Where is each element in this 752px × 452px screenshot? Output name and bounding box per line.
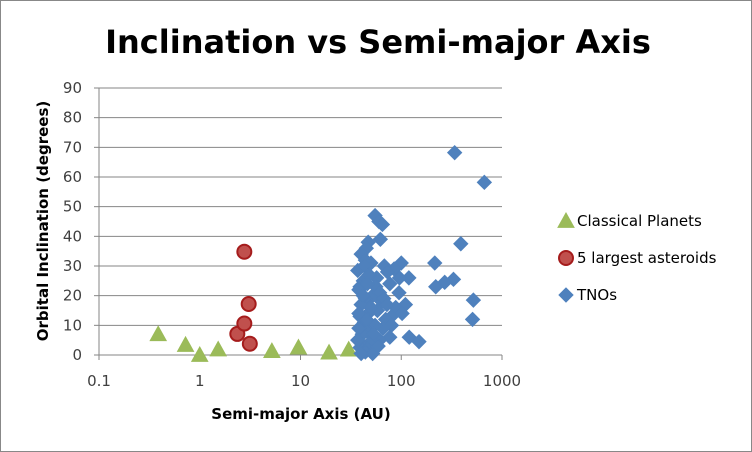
y-tick-label: 30 [63, 257, 82, 275]
data-point-diamond [428, 279, 444, 295]
data-point-triangle [209, 340, 228, 357]
tick-labels: 0 10 20 30 40 50 60 70 80 90 0.1 1 10 100 1000 [63, 79, 521, 390]
legend-label: TNOs [576, 286, 617, 304]
legend-marker-circle [558, 250, 574, 266]
legend-marker-triangle [557, 211, 575, 228]
x-tick-label: 1 [195, 372, 205, 390]
data-point-diamond [379, 296, 395, 313]
data-point-diamond [382, 276, 398, 292]
series-circle-group [229, 243, 258, 352]
data-point-diamond [476, 174, 493, 191]
legend-marker-diamond [558, 287, 574, 303]
series-diamond-group [350, 144, 493, 362]
data-point-circle [240, 295, 257, 312]
chart-title: Inclination vs Semi-major Axis [105, 23, 651, 61]
x-tick-label: 100 [387, 372, 416, 390]
data-point-diamond [453, 236, 469, 252]
gridlines [99, 87, 502, 326]
legend: Classical Planets 5 largest asteroids TNOs [557, 211, 717, 304]
data-point-triangle [289, 338, 308, 355]
x-tick-label: 10 [291, 372, 310, 390]
data-point-diamond [350, 332, 366, 348]
data-point-circle [236, 243, 253, 260]
data-points [149, 144, 493, 362]
axes [94, 87, 503, 360]
data-point-diamond [351, 305, 367, 322]
series-triangle-group [149, 325, 358, 362]
data-point-diamond [370, 338, 386, 354]
y-tick-label: 10 [63, 316, 82, 334]
legend-label: Classical Planets [577, 212, 702, 230]
y-tick-label: 50 [63, 198, 82, 216]
x-tick-label: 0.1 [87, 372, 111, 390]
x-tick-label: 1000 [483, 372, 521, 390]
y-tick-label: 20 [63, 287, 82, 305]
data-point-diamond [355, 287, 371, 304]
data-point-triangle [339, 340, 358, 357]
data-point-triangle [190, 345, 209, 362]
y-tick-label: 70 [63, 138, 82, 156]
x-axis-title: Semi-major Axis (AU) [211, 405, 390, 423]
data-point-diamond [391, 284, 407, 301]
data-point-diamond [391, 270, 408, 286]
data-point-diamond [374, 216, 391, 233]
y-tick-label: 90 [63, 79, 82, 97]
data-point-triangle [176, 335, 195, 352]
data-point-diamond [464, 311, 481, 328]
y-tick-label: 60 [63, 168, 82, 186]
data-point-diamond [465, 292, 482, 308]
data-point-diamond [363, 299, 379, 316]
data-point-circle [241, 335, 258, 352]
y-tick-label: 0 [72, 346, 82, 364]
data-point-diamond [365, 326, 382, 342]
data-point-triangle [149, 325, 168, 342]
y-axis-title: Orbital Inclination (degrees) [34, 101, 52, 341]
data-point-diamond [446, 144, 463, 161]
legend-label: 5 largest asteroids [577, 249, 717, 267]
data-point-diamond [359, 276, 375, 292]
data-point-triangle [263, 342, 281, 359]
data-point-diamond [411, 333, 427, 350]
data-point-diamond [372, 231, 389, 248]
y-tick-label: 40 [63, 227, 82, 245]
data-point-diamond [427, 255, 443, 271]
data-point-circle [236, 315, 253, 332]
data-point-diamond [353, 345, 369, 362]
data-point-triangle [320, 343, 338, 360]
y-tick-label: 80 [63, 109, 82, 127]
